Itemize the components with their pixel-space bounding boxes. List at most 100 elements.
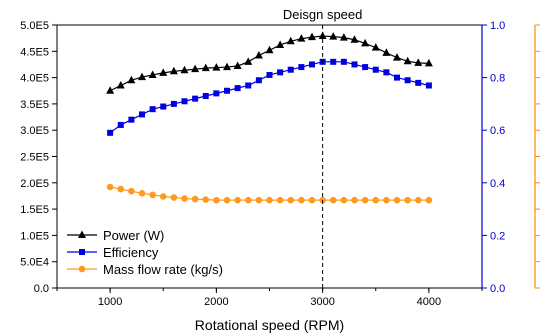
mass-flow-rate-kg-s-point [383,196,390,204]
power-w-point [212,63,221,71]
mass-flow-rate-kg-s-point [128,187,135,195]
left-tick-label: 0.0 [34,283,49,295]
efficiency-tick-label: 0.0 [490,283,505,295]
efficiency-point [415,79,422,86]
efficiency-point [394,74,400,81]
efficiency-tick-label: 1.0 [490,20,505,32]
efficiency-tick-label: 0.2 [490,230,505,242]
power-w-point [148,70,157,78]
mass-flow-rate-kg-s-point [266,196,273,204]
mass-flow-rate-kg-s-point [340,196,348,204]
mass-flow-rate-kg-s-point [202,196,210,203]
efficiency-point [266,71,273,78]
efficiency-point [202,93,209,100]
power-w-point [403,56,412,65]
legend-marker-mass-flow-rate-kg-s [78,265,86,273]
efficiency-tick-label: 0.6 [490,125,505,137]
left-tick-label: 5.0E4 [20,257,49,269]
left-tick-label: 4.5E5 [20,46,49,58]
power-w-point [424,58,433,67]
x-tick-label: 3000 [310,296,334,308]
power-w-point [371,43,380,51]
mass-flow-rate-kg-s-point [106,183,114,191]
power-w-point [106,86,115,94]
series-marks [106,31,433,204]
efficiency-tick-label: 0.4 [490,178,505,190]
mass-flow-rate-kg-s-point [223,196,231,204]
mass-flow-rate-kg-s-point [159,193,167,200]
power-w-point [233,61,242,70]
axis-ticks: 1000 2000 3000 4000 0.0 5.0E4 1.0E5 1.5E5 2.0E5 2… [20,20,540,308]
power-w-point [180,65,189,74]
left-tick-label: 4.0E5 [20,73,49,85]
power-w-line [109,35,429,92]
mass-flow-rate-kg-s-point [308,196,316,204]
mass-flow-rate-kg-s-point [255,196,263,204]
power-w-point [286,36,295,45]
left-tick-label: 2.0E5 [20,178,49,190]
efficiency-point [287,66,294,73]
left-tick-label: 1.5E5 [20,204,49,216]
power-w-point [254,51,263,59]
left-tick-label: 5.0E5 [20,20,49,32]
legend-label-mass-flow-rate-kg-s: Mass flow rate (kg/s) [103,262,223,277]
left-tick-label: 3.0E5 [20,125,49,137]
power-w-point [116,80,125,89]
mass-flow-rate-kg-s-point [234,196,241,204]
efficiency-point [149,106,156,113]
mass-flow-rate-kg-s-point [244,196,252,204]
power-w-point [297,34,306,42]
mass-flow-rate-kg-s-point [138,190,146,197]
power-w-point [393,53,401,61]
efficiency-point [160,103,167,110]
efficiency-point [362,64,369,71]
mass-flow-rate-kg-s-point [213,196,220,204]
mass-flow-rate-kg-s-point [117,185,125,193]
x-tick-label: 1000 [98,296,122,308]
power-w-point [244,57,253,65]
power-w-point [414,58,423,66]
mass-flow-rate-kg-s-point [329,196,337,204]
efficiency-point [128,116,135,123]
efficiency-point [117,121,124,128]
power-w-point [127,75,136,84]
efficiency-point [298,64,305,71]
legend-label-efficiency: Efficiency [103,245,159,260]
mass-flow-rate-kg-s-point [170,194,178,201]
efficiency-point [170,100,177,107]
efficiency-point [330,58,337,65]
efficiency-point [351,61,358,68]
power-w-point [265,45,274,54]
power-w-point [350,35,359,43]
efficiency-point [192,95,199,102]
efficiency-point [425,82,432,89]
efficiency-point [372,66,379,73]
power-w-point [339,33,348,41]
power-w-point [361,38,370,47]
mass-flow-rate-kg-s-point [351,196,358,204]
power-w-point [276,40,285,48]
efficiency-point [340,58,347,65]
mass-flow-rate-kg-s-point [393,196,401,204]
efficiency-point [404,77,411,84]
mass-flow-rate-kg-s-point [191,195,199,203]
efficiency-point [224,87,230,94]
left-tick-label: 2.5E5 [20,152,49,164]
legend-marker-power-w [78,230,86,238]
mass-flow-rate-kg-s-point [414,196,422,204]
power-w-point [191,64,200,73]
mass-flow-rate-kg-s-point [404,196,411,204]
efficiency-point [139,111,145,118]
efficiency-point [245,82,252,89]
efficiency-point [234,85,241,92]
x-tick-label: 2000 [204,296,228,308]
annotations: Deisgn speed [283,7,362,288]
x-axis-label: Rotational speed (RPM) [195,317,344,333]
efficiency-point [277,69,284,76]
power-w-point [159,68,168,76]
legend-marker-efficiency [79,249,85,255]
efficiency-point [213,90,220,97]
efficiency-point [181,98,188,105]
mass-flow-rate-kg-s-point [298,196,305,204]
